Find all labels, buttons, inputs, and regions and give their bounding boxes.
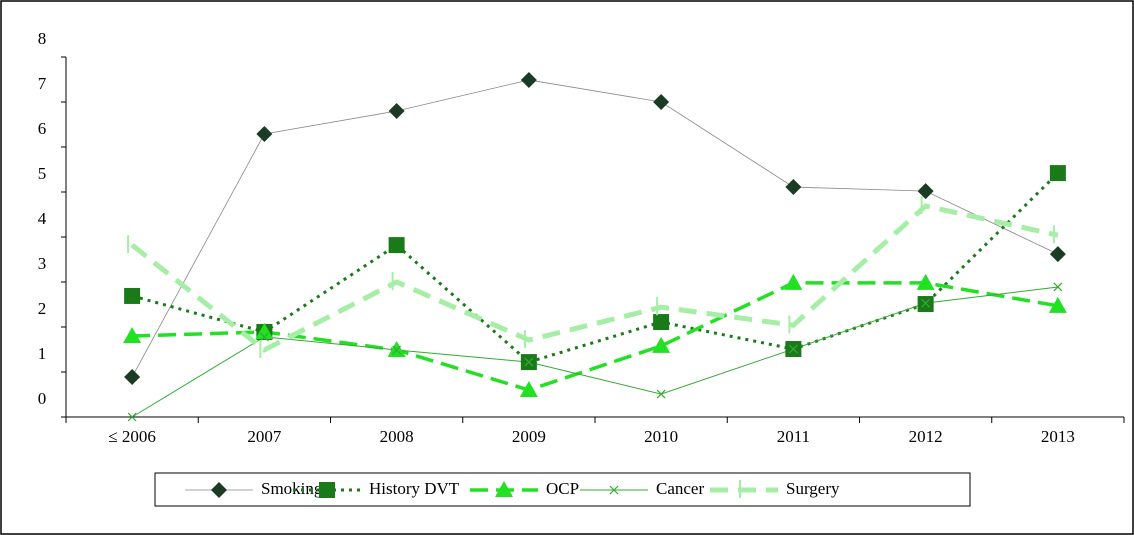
x-tick-label: 2008: [380, 427, 414, 446]
y-tick-label: 8: [38, 29, 47, 48]
y-tick-label: 3: [38, 254, 47, 273]
data-point: [127, 412, 137, 422]
data-point: [524, 357, 534, 367]
y-tick-label: 2: [38, 299, 47, 318]
data-point: [519, 381, 538, 397]
data-point: [785, 179, 802, 196]
data-point: [1049, 246, 1066, 263]
data-point: [917, 296, 934, 313]
y-tick-label: 7: [38, 74, 47, 93]
data-point: [1049, 165, 1066, 182]
legend-label: Cancer: [656, 479, 704, 498]
series-line: [131, 286, 1058, 418]
data-point: [392, 345, 402, 355]
data-point: [255, 322, 274, 339]
data-point: [656, 389, 666, 399]
legend-label: Surgery: [786, 479, 840, 498]
data-point: [124, 368, 141, 385]
x-tick-label: 2009: [512, 427, 546, 446]
data-point: [520, 71, 537, 88]
data-point: [921, 298, 931, 308]
x-tick-label: 2013: [1041, 427, 1075, 446]
data-point: [256, 125, 273, 142]
data-point: [784, 273, 803, 290]
x-tick-label: 2011: [777, 427, 810, 446]
y-tick-label: 5: [38, 164, 47, 183]
data-point: [788, 344, 798, 354]
y-tick-label: 1: [38, 344, 47, 363]
data-point: [1053, 282, 1063, 292]
data-point: [123, 327, 142, 343]
x-tick-label: 2012: [909, 427, 943, 446]
data-point: [917, 183, 934, 200]
legend-marker: [319, 482, 335, 498]
legend-marker: [609, 485, 619, 495]
data-point: [259, 332, 269, 342]
data-point: [652, 336, 671, 353]
legend-marker: [495, 481, 513, 497]
data-point: [388, 103, 405, 119]
y-tick-label: 4: [38, 209, 47, 228]
series-line: [131, 79, 1059, 378]
legend-label: OCP: [546, 479, 579, 498]
y-tick-label: 6: [38, 119, 47, 138]
series-line: [130, 203, 1059, 353]
data-point: [388, 237, 405, 254]
data-point: [387, 340, 406, 357]
legend-box: [154, 472, 971, 507]
legend-label: History DVT: [369, 479, 460, 498]
legend-label: Smoking: [261, 479, 323, 498]
y-tick-label: 0: [38, 389, 47, 408]
data-point: [653, 314, 670, 331]
data-point: [916, 273, 935, 290]
data-point: [653, 94, 670, 110]
series-line: [132, 281, 1059, 392]
x-tick-label: ≤ 2006: [108, 427, 156, 446]
x-tick-label: 2010: [644, 427, 678, 446]
x-tick-label: 2007: [247, 427, 282, 446]
data-point: [1048, 296, 1067, 313]
legend-marker: [211, 482, 227, 498]
data-point: [124, 287, 141, 304]
